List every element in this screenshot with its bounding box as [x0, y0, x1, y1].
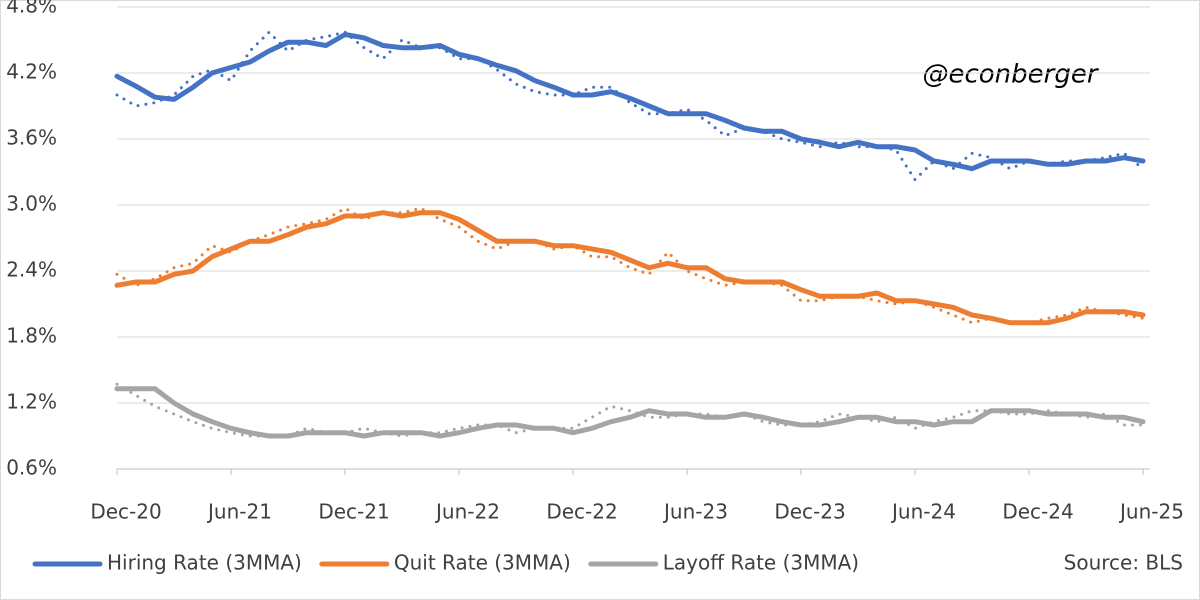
- monthly-line: [115, 382, 1145, 438]
- legend-label: Layoff Rate (3MMA): [663, 551, 859, 575]
- y-tick-label: 4.8%: [6, 0, 57, 18]
- monthly-line: [115, 206, 1145, 325]
- source-note: Source: BLS: [1064, 551, 1183, 575]
- x-tick-label: Jun-22: [434, 500, 500, 524]
- x-tick-label: Jun-23: [662, 500, 728, 524]
- x-tick-label: Dec-23: [774, 500, 845, 524]
- x-tick-label: Dec-21: [318, 500, 389, 524]
- y-tick-label: 3.0%: [6, 192, 57, 216]
- average-line: [114, 210, 1146, 326]
- x-tick-label: Jun-25: [1118, 500, 1184, 524]
- x-tick-label: Jun-24: [890, 500, 956, 524]
- watermark: @econberger: [922, 60, 1099, 90]
- x-tick-label: Dec-24: [1002, 500, 1073, 524]
- average-line: [114, 32, 1146, 172]
- average-line: [114, 386, 1146, 439]
- y-tick-label: 4.2%: [6, 60, 57, 84]
- x-tick-label: Dec-20: [90, 500, 161, 524]
- y-tick-label: 2.4%: [6, 258, 57, 282]
- y-tick-label: 3.6%: [6, 126, 57, 150]
- monthly-line: [115, 30, 1145, 182]
- legend-label: Quit Rate (3MMA): [394, 551, 571, 575]
- y-tick-label: 1.8%: [6, 324, 57, 348]
- y-tick-label: 0.6%: [6, 456, 57, 480]
- y-tick-label: 1.2%: [6, 390, 57, 414]
- x-tick-label: Dec-22: [546, 500, 617, 524]
- legend-label: Hiring Rate (3MMA): [107, 551, 302, 575]
- x-tick-label: Jun-21: [206, 500, 272, 524]
